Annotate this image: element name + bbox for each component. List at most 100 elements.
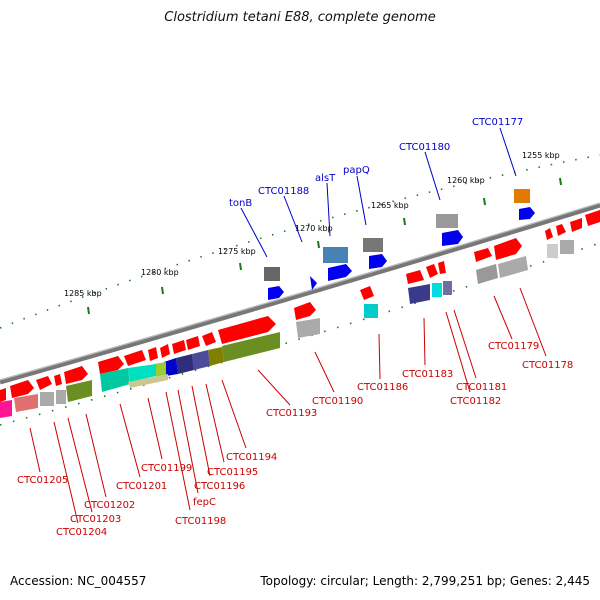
gene-box[interactable]	[66, 380, 92, 402]
gene-label[interactable]: tonB	[229, 198, 252, 209]
gene-arrow[interactable]	[360, 286, 374, 300]
gene-label[interactable]: CTC01183	[402, 369, 453, 380]
outer-scale-ring	[0, 154, 600, 329]
gene-arrow[interactable]	[294, 302, 316, 320]
gene-arrow[interactable]	[438, 261, 446, 274]
gene-arrow[interactable]	[124, 350, 146, 366]
gene-box[interactable]	[164, 358, 178, 376]
outer-lane-genes	[264, 189, 535, 300]
gene-label[interactable]: papQ	[343, 165, 370, 176]
scale-labels: 1255 kbp 1260 kbp 1265 kbp 1270 kbp 1275…	[64, 151, 560, 298]
gene-label[interactable]: CTC01190	[312, 396, 363, 407]
gene-arrow[interactable]	[268, 286, 284, 300]
gene-label[interactable]: CTC01193	[266, 408, 317, 419]
gene-box[interactable]	[154, 362, 166, 378]
gene-box[interactable]	[0, 400, 12, 418]
gene-box[interactable]	[128, 374, 168, 388]
gene-label[interactable]: CTC01178	[522, 360, 573, 371]
reverse-strand-genes	[0, 240, 574, 418]
gene-arrow[interactable]	[160, 344, 170, 358]
gene-box[interactable]	[208, 347, 224, 366]
genome-summary-text: Topology: circular; Length: 2,799,251 bp…	[260, 574, 590, 588]
gene-arrow[interactable]	[426, 264, 438, 278]
gene-box[interactable]	[432, 283, 442, 297]
scale-label: 1270 kbp	[295, 224, 333, 233]
gene-box[interactable]	[514, 189, 530, 203]
gene-label[interactable]: fepC	[193, 497, 216, 508]
gene-label[interactable]: alsT	[315, 173, 336, 184]
gene-arrow[interactable]	[519, 207, 535, 220]
upper-gene-labels: CTC01177 CTC01180 papQ alsT CTC01188 ton…	[229, 117, 523, 209]
gene-box[interactable]	[14, 394, 38, 412]
gene-arrow[interactable]	[148, 347, 158, 361]
gene-box[interactable]	[40, 392, 54, 406]
gene-arrow[interactable]	[0, 388, 6, 402]
gene-arrow[interactable]	[406, 270, 424, 284]
gene-arrow[interactable]	[218, 316, 276, 344]
gene-box[interactable]	[436, 214, 458, 228]
gene-arrow[interactable]	[36, 376, 52, 390]
gene-box[interactable]	[100, 368, 130, 392]
gene-label[interactable]: CTC01181	[456, 382, 507, 393]
gene-label[interactable]: CTC01204	[56, 527, 107, 538]
gene-box[interactable]	[547, 244, 558, 258]
scale-label: 1260 kbp	[447, 176, 485, 185]
gene-label[interactable]: CTC01195	[207, 467, 258, 478]
gene-box[interactable]	[363, 238, 383, 252]
gene-arrow[interactable]	[172, 340, 186, 354]
gene-arrow[interactable]	[545, 228, 553, 240]
gene-box[interactable]	[443, 281, 452, 295]
gene-arrow[interactable]	[328, 264, 352, 281]
gene-label[interactable]: CTC01179	[488, 341, 539, 352]
gene-box[interactable]	[364, 304, 378, 318]
gene-arrow[interactable]	[474, 248, 492, 262]
gene-arrow[interactable]	[186, 336, 200, 350]
gene-label[interactable]: CTC01205	[17, 475, 68, 486]
lower-callout-lines	[29, 287, 547, 524]
gene-box[interactable]	[192, 350, 210, 370]
scale-label: 1285 kbp	[64, 289, 102, 298]
gene-label[interactable]: CTC01177	[472, 117, 523, 128]
gene-label[interactable]: CTC01202	[84, 500, 135, 511]
gene-arrow[interactable]	[570, 218, 582, 232]
gene-box[interactable]	[222, 332, 280, 362]
gene-arrow[interactable]	[10, 380, 34, 398]
gene-arrow[interactable]	[494, 238, 522, 260]
gene-box[interactable]	[498, 256, 528, 278]
gene-box[interactable]	[560, 240, 574, 254]
scale-label: 1275 kbp	[218, 247, 256, 256]
gene-label[interactable]: CTC01199	[141, 463, 192, 474]
gene-arrow[interactable]	[310, 276, 317, 290]
gene-box[interactable]	[128, 364, 156, 382]
gene-box[interactable]	[296, 318, 320, 338]
gene-box[interactable]	[323, 247, 348, 263]
gene-arrow[interactable]	[64, 366, 88, 384]
gene-arrow[interactable]	[54, 374, 62, 386]
scale-label: 1265 kbp	[371, 201, 409, 210]
gene-arrow[interactable]	[442, 230, 463, 246]
gene-arrow[interactable]	[202, 332, 216, 346]
gene-box[interactable]	[408, 284, 430, 304]
lower-gene-labels: CTC01179 CTC01178 CTC01183 CTC01181 CTC0…	[17, 341, 573, 538]
gene-label[interactable]: CTC01188	[258, 186, 309, 197]
gene-box[interactable]	[176, 354, 194, 374]
scale-label: 1280 kbp	[141, 268, 179, 277]
scale-label: 1255 kbp	[522, 151, 560, 160]
gene-box[interactable]	[56, 390, 66, 404]
gene-label[interactable]: CTC01196	[194, 481, 245, 492]
gene-box[interactable]	[476, 264, 498, 284]
gene-label[interactable]: CTC01182	[450, 396, 501, 407]
gene-label[interactable]: CTC01203	[70, 514, 121, 525]
gene-arrow[interactable]	[585, 210, 600, 226]
gene-label[interactable]: CTC01186	[357, 382, 408, 393]
gene-label[interactable]: CTC01194	[226, 452, 277, 463]
accession-text: Accession: NC_004557	[10, 574, 147, 588]
gene-label[interactable]: CTC01180	[399, 142, 450, 153]
gene-label[interactable]: CTC01201	[116, 481, 167, 492]
gene-arrow[interactable]	[369, 254, 387, 269]
gene-arrow[interactable]	[98, 356, 124, 374]
gene-label[interactable]: CTC01198	[175, 516, 226, 527]
gene-arrow[interactable]	[556, 224, 566, 236]
gene-box[interactable]	[264, 267, 280, 281]
